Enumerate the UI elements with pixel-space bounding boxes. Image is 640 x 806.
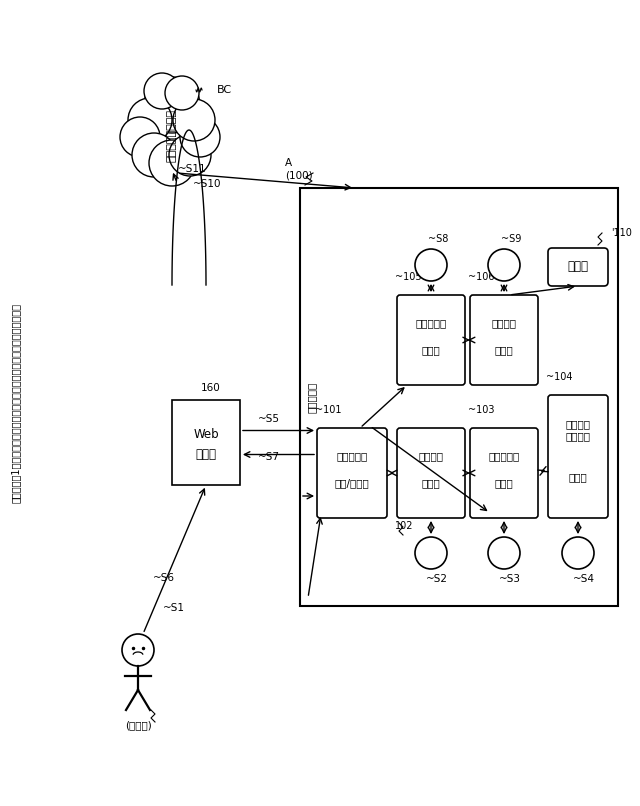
Text: 署名サーバ: 署名サーバ [307,381,317,413]
FancyBboxPatch shape [397,295,465,385]
Text: 許可ルール: 許可ルール [488,451,520,461]
Text: 秘密鍵: 秘密鍵 [568,260,589,273]
Circle shape [144,77,200,133]
Text: 102: 102 [395,521,413,531]
Text: 作成部: 作成部 [568,472,588,482]
Text: ~S6: ~S6 [153,573,175,583]
Text: ~S11: ~S11 [178,164,207,174]
Text: BC: BC [217,85,232,95]
Text: (利用者): (利用者) [125,720,152,730]
Circle shape [149,140,195,186]
Text: ~S1: ~S1 [163,603,185,613]
Text: 実施の形態1にかかる取引処理にかかる署名サーバの機能を示すブロック図: 実施の形態1にかかる取引処理にかかる署名サーバの機能を示すブロック図 [11,303,21,503]
Bar [300,188,618,606]
Text: ~S8: ~S8 [428,234,449,244]
Text: A
(100): A (100) [285,159,312,180]
Circle shape [122,634,154,666]
Circle shape [144,73,180,109]
Text: ~104: ~104 [546,372,573,382]
Text: 許可範囲: 許可範囲 [419,451,444,461]
FancyBboxPatch shape [548,395,608,518]
Circle shape [173,99,215,141]
Text: 160: 160 [201,383,221,393]
Text: ~S10: ~S10 [193,179,221,189]
FancyBboxPatch shape [397,428,465,518]
Text: ~105: ~105 [395,272,422,282]
Text: リクエスト: リクエスト [337,451,367,461]
Text: ~S5: ~S5 [258,413,280,423]
Bar [172,400,240,485]
Circle shape [132,133,176,177]
Text: 登録部: 登録部 [495,478,513,488]
Circle shape [415,249,447,281]
FancyBboxPatch shape [470,428,538,518]
Text: ~106: ~106 [468,272,495,282]
Text: 受付/回答部: 受付/回答部 [335,478,369,488]
FancyBboxPatch shape [317,428,387,518]
Text: 電子署名: 電子署名 [492,318,516,328]
Circle shape [562,537,594,569]
Circle shape [169,134,211,176]
Circle shape [165,76,199,110]
Text: ~S3: ~S3 [499,574,521,584]
Circle shape [488,249,520,281]
Text: 判定部: 判定部 [422,345,440,355]
Circle shape [415,537,447,569]
Text: ~S4: ~S4 [573,574,595,584]
Circle shape [180,117,220,157]
FancyBboxPatch shape [548,248,608,286]
Text: ~S2: ~S2 [426,574,448,584]
Text: ~103: ~103 [468,405,495,415]
Text: 算出部: 算出部 [422,478,440,488]
Text: '110: '110 [611,228,632,238]
Text: ~S7: ~S7 [258,452,280,463]
Circle shape [488,537,520,569]
Text: ~S9: ~S9 [501,234,522,244]
Text: 作成部: 作成部 [495,345,513,355]
Text: アクセス
トークン: アクセス トークン [566,419,591,441]
Circle shape [120,117,160,157]
Text: アプリ: アプリ [195,448,216,461]
Text: Web: Web [193,428,219,441]
Text: ~101: ~101 [315,405,342,415]
Text: 許可ルール: 許可ルール [415,318,447,328]
FancyBboxPatch shape [470,295,538,385]
Text: ブロックチェーン: ブロックチェーン [167,109,177,161]
Circle shape [128,98,172,142]
